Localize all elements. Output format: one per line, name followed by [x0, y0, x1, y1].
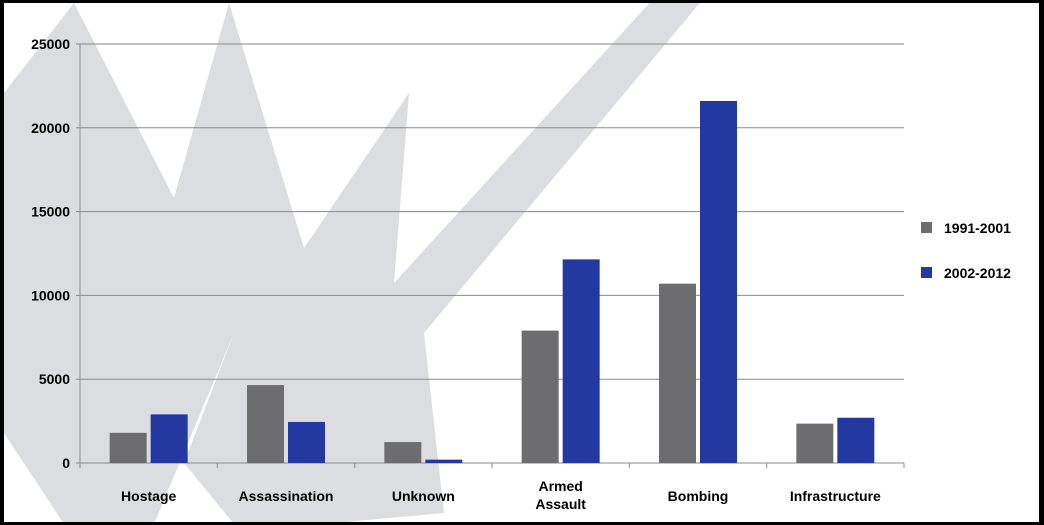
y-tick-label: 25000 — [31, 36, 70, 52]
bar — [562, 259, 600, 463]
x-category-label: Armed — [538, 478, 582, 494]
axes — [79, 44, 905, 468]
bars — [109, 100, 875, 463]
bar-chart: 0 5000 10000 15000 20000 25000 Hostage Assassi… — [4, 3, 1039, 522]
bar — [247, 385, 284, 463]
bar — [659, 283, 696, 463]
bar — [425, 459, 463, 463]
bar — [796, 423, 834, 463]
x-category-label: Bombing — [668, 488, 729, 504]
gridlines — [76, 43, 904, 464]
y-tick-label: 10000 — [31, 287, 70, 303]
x-category-label: Assault — [535, 496, 586, 512]
x-category-label: Assassination — [239, 488, 334, 504]
bar — [700, 100, 737, 463]
legend-swatch — [921, 222, 932, 233]
y-axis-ticks: 0 5000 10000 15000 20000 25000 — [31, 36, 70, 471]
y-tick-label: 15000 — [31, 204, 70, 220]
legend: 1991-2001 2002-2012 — [921, 220, 1011, 281]
bar — [288, 421, 325, 463]
bar — [150, 414, 188, 463]
bar — [837, 417, 875, 463]
y-tick-label: 20000 — [31, 120, 70, 136]
y-tick-label: 5000 — [39, 371, 70, 387]
bar — [384, 442, 422, 463]
bar — [521, 330, 559, 463]
x-axis-categories: Hostage Assassination Unknown Armed Assault B… — [121, 478, 881, 512]
x-category-label: Unknown — [392, 488, 455, 504]
legend-label: 1991-2001 — [944, 220, 1011, 236]
y-tick-label: 0 — [62, 455, 70, 471]
legend-swatch — [921, 267, 932, 278]
x-category-label: Infrastructure — [790, 488, 881, 504]
bar — [109, 432, 147, 463]
x-category-label: Hostage — [121, 488, 176, 504]
legend-label: 2002-2012 — [944, 265, 1011, 281]
chart-frame: 0 5000 10000 15000 20000 25000 Hostage Assassi… — [3, 2, 1040, 523]
